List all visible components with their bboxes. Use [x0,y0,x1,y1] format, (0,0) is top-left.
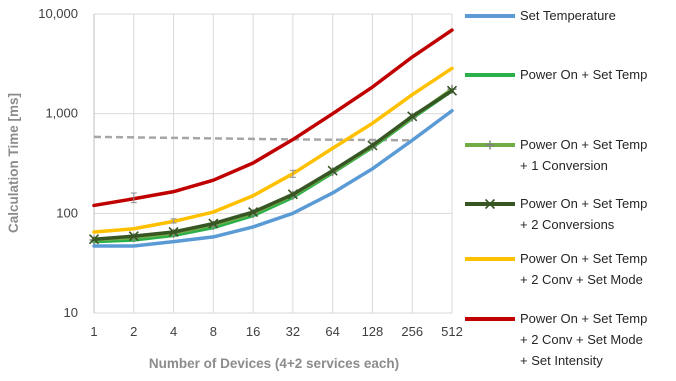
data-point [446,85,458,96]
data-point [367,140,378,151]
error-bar [289,169,296,178]
legend-label: + 2 Conv + Set Mode [520,272,643,287]
data-point [128,231,139,242]
series-6 [92,28,454,208]
series-line [92,88,454,241]
legend-entry-1: Set Temperature [465,8,616,23]
error-bar [170,218,177,224]
data-series [88,28,458,248]
y-tick-label: 10,000 [38,6,78,21]
data-point [287,189,298,200]
legend-label: + 2 Conversions [520,217,615,232]
y-tick-label: 1,000 [45,106,78,121]
x-tick-label: 512 [441,324,463,339]
reference-line [93,135,413,142]
series-line [92,108,454,248]
x-tick-label: 4 [170,324,177,339]
legend-entry-6: Power On + Set Temp + 2 Conv + Set Mode + … [465,311,647,368]
legend-label: + 1 Conversion [520,158,608,173]
series-5 [92,66,454,234]
x-tick-label: 16 [246,324,260,339]
legend-label: Power On + Set Temp [520,311,647,326]
legend-label: Set Temperature [520,8,616,23]
x-tick-label: 2 [130,324,137,339]
data-point [327,165,338,176]
y-tick-label: 100 [56,205,78,220]
series-1 [92,108,454,248]
y-tick-label: 10 [64,305,78,320]
legend-marker [484,198,496,210]
legend-entry-3: Power On + Set Temp + 1 Conversion [465,137,647,173]
data-point [248,206,259,218]
series-line [92,66,454,234]
y-axis-title: Calculation Time [ms] [6,93,21,233]
legend-entry-2: Power On + Set Temp [465,67,647,82]
x-tick-label: 256 [401,324,423,339]
legend-label: Power On + Set Temp [520,67,647,82]
x-tick-label: 64 [325,324,339,339]
data-point [208,218,219,229]
x-tick-label: 8 [210,324,217,339]
legend-label: Power On + Set Temp [520,251,647,266]
legend-label: + 2 Conv + Set Mode [520,332,643,347]
gridlines [94,13,453,314]
data-point [88,234,100,245]
series-line [92,28,454,208]
axes: 10 100 1,000 10,000 1 2 4 8 16 32 64 128 256 512 [38,6,463,339]
data-point [168,226,179,238]
legend-label: Power On + Set Temp [520,137,647,152]
x-tick-label: 128 [362,324,384,339]
x-tick-label: 32 [286,324,300,339]
legend-entry-5: Power On + Set Temp + 2 Conv + Set Mode [465,251,647,287]
data-point [407,111,418,122]
error-bar [130,192,137,204]
legend-entry-4: Power On + Set Temp + 2 Conversions [465,196,647,232]
legend-label: Power On + Set Temp [520,196,647,211]
legend-marker [485,140,495,150]
legend-label: + Set Intensity [520,353,603,368]
x-tick-label: 1 [90,324,97,339]
series-4 [88,85,458,245]
series-line [92,87,454,242]
x-axis-title: Number of Devices (4+2 services each) [149,356,399,371]
